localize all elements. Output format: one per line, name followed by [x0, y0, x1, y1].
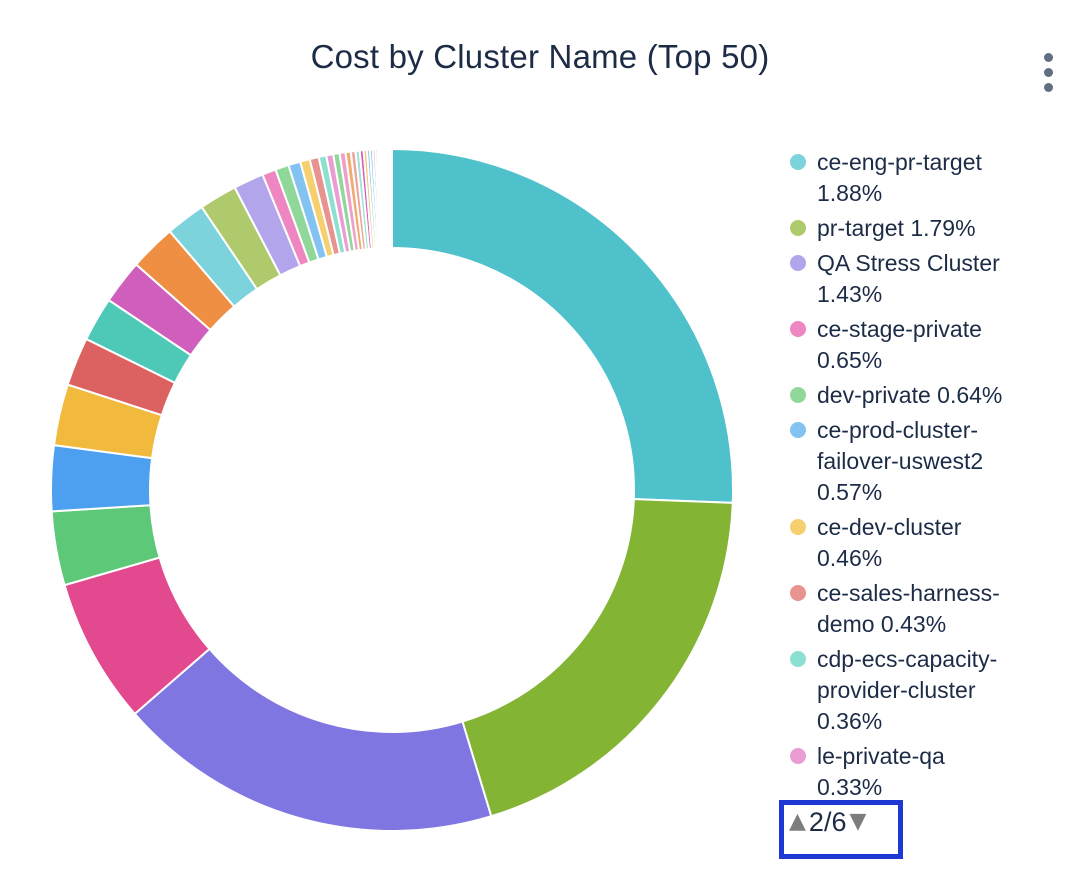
legend-color-dot: [790, 255, 806, 271]
kebab-icon: [1044, 53, 1053, 62]
legend-item[interactable]: cdp-ecs-capacity-provider-cluster 0.36%: [790, 644, 1040, 737]
legend-color-dot: [790, 220, 806, 236]
donut-slice[interactable]: [391, 147, 734, 504]
legend-pagination: ▲ 2/6 ▼: [779, 800, 903, 859]
more-options-button[interactable]: [1042, 51, 1055, 94]
legend-item[interactable]: le-private-qa 0.33%: [790, 741, 1040, 803]
legend: ce-eng-pr-target 1.88% pr-target 1.79% QA S…: [790, 147, 1040, 807]
legend-item[interactable]: dev-private 0.64%: [790, 380, 1040, 411]
page-down-button[interactable]: ▼: [849, 809, 867, 834]
legend-color-dot: [790, 519, 806, 535]
legend-color-dot: [790, 585, 806, 601]
donut-slice[interactable]: [383, 148, 389, 250]
legend-item[interactable]: ce-dev-cluster 0.46%: [790, 512, 1040, 574]
legend-color-dot: [790, 422, 806, 438]
legend-color-dot: [790, 387, 806, 403]
legend-label: ce-dev-cluster 0.46%: [817, 514, 962, 571]
legend-label: ce-stage-private 0.65%: [817, 316, 982, 373]
legend-color-dot: [790, 154, 806, 170]
legend-label: ce-eng-pr-target 1.88%: [817, 149, 982, 206]
legend-item[interactable]: QA Stress Cluster 1.43%: [790, 248, 1040, 310]
legend-label: pr-target 1.79%: [817, 215, 976, 241]
donut-slice[interactable]: [461, 498, 734, 818]
legend-label: QA Stress Cluster 1.43%: [817, 250, 1000, 307]
legend-color-dot: [790, 321, 806, 337]
legend-label: cdp-ecs-capacity-provider-cluster 0.36%: [817, 646, 998, 734]
legend-color-dot: [790, 748, 806, 764]
legend-label: le-private-qa 0.33%: [817, 743, 945, 800]
kebab-icon: [1044, 83, 1053, 92]
legend-label: dev-private 0.64%: [817, 382, 1003, 408]
legend-label: ce-prod-cluster-failover-uswest2 0.57%: [817, 417, 984, 505]
legend-item[interactable]: pr-target 1.79%: [790, 213, 1040, 244]
legend-item[interactable]: ce-eng-pr-target 1.88%: [790, 147, 1040, 209]
legend-color-dot: [790, 651, 806, 667]
page-up-button[interactable]: ▲: [789, 809, 806, 834]
legend-item[interactable]: ce-sales-harness-demo 0.43%: [790, 578, 1040, 640]
legend-label: ce-sales-harness-demo 0.43%: [817, 580, 1000, 637]
kebab-icon: [1044, 68, 1053, 77]
page-title: Cost by Cluster Name (Top 50): [310, 38, 770, 75]
page-indicator: 2/6: [808, 807, 847, 837]
donut-chart: [50, 147, 734, 832]
legend-item[interactable]: ce-stage-private 0.65%: [790, 314, 1040, 376]
legend-item[interactable]: ce-prod-cluster-failover-uswest2 0.57%: [790, 415, 1040, 508]
donut-slice[interactable]: [133, 647, 493, 832]
